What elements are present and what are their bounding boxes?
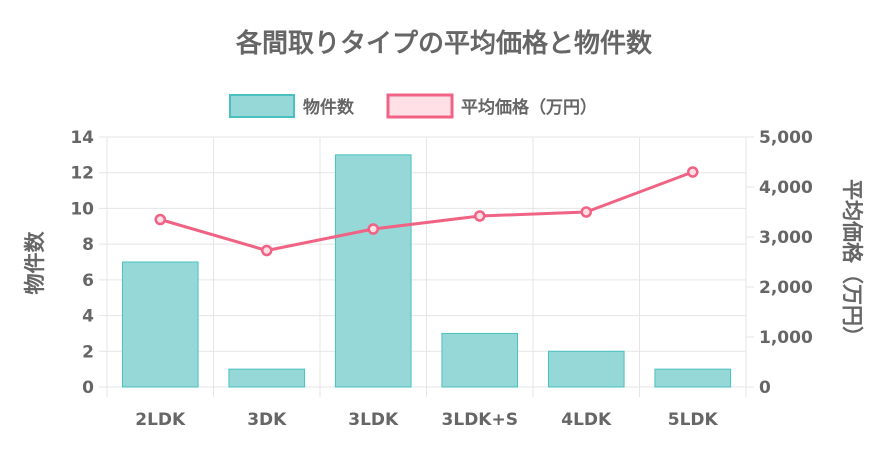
line-point[interactable]	[474, 210, 486, 222]
y-tick-label: 10	[70, 199, 94, 219]
y-tick-label: 14	[70, 128, 94, 148]
legend-item-bar[interactable]: 物件数	[229, 94, 355, 118]
right-axis-ticks: 0 1,000 2,000 3,000 4,000 5,000	[759, 128, 813, 398]
left-axis-ticks: 0 2 4 6 8 10 12 14	[70, 128, 94, 398]
x-axis-ticks: 2LDK 3DK 3LDK 3LDK+S 4LDK 5LDK	[135, 410, 718, 430]
grid	[99, 136, 754, 397]
x-tick-label: 2LDK	[135, 410, 186, 430]
x-tick-label: 3LDK+S	[442, 410, 518, 430]
y-tick-label: 0	[82, 378, 94, 398]
y2-axis-title: 平均価格（万円）	[840, 179, 864, 347]
bar[interactable]	[547, 350, 625, 388]
y-tick-label: 4	[82, 307, 94, 327]
y2-tick-label: 1,000	[759, 328, 813, 348]
legend-item-line[interactable]: 平均価格（万円）	[386, 93, 597, 119]
chart-title: 各間取りタイプの平均価格と物件数	[235, 28, 653, 59]
y-tick-label: 12	[70, 164, 94, 184]
bar[interactable]	[228, 368, 306, 388]
y2-tick-label: 4,000	[759, 178, 813, 198]
line-point[interactable]	[580, 206, 592, 218]
legend-label-bar: 物件数	[303, 97, 355, 118]
line-point[interactable]	[261, 244, 273, 257]
line-point[interactable]	[367, 223, 379, 235]
x-tick-label: 3LDK	[348, 410, 399, 430]
x-tick-label: 3DK	[247, 410, 287, 430]
bar[interactable]	[654, 368, 732, 388]
bars	[121, 154, 732, 388]
y-tick-label: 6	[82, 271, 94, 291]
x-tick-label: 4LDK	[561, 410, 612, 430]
y2-tick-label: 5,000	[759, 128, 813, 148]
legend: 物件数 平均価格（万円）	[229, 93, 597, 119]
bar[interactable]	[441, 332, 519, 388]
line-point[interactable]	[154, 213, 166, 226]
line-path	[159, 170, 694, 252]
line-series	[154, 166, 699, 257]
legend-label-line: 平均価格（万円）	[461, 97, 597, 118]
line-point[interactable]	[687, 166, 699, 178]
y-axis-title: 物件数	[23, 231, 47, 295]
legend-swatch-bar	[229, 94, 295, 118]
legend-swatch-line	[386, 93, 454, 119]
y-tick-label: 2	[82, 342, 94, 362]
bar[interactable]	[334, 154, 412, 388]
y-tick-label: 8	[82, 235, 94, 255]
y2-tick-label: 2,000	[759, 278, 813, 298]
y2-tick-label: 3,000	[759, 228, 813, 248]
y2-tick-label: 0	[759, 378, 771, 398]
x-tick-label: 5LDK	[668, 410, 719, 430]
bar[interactable]	[121, 261, 199, 388]
